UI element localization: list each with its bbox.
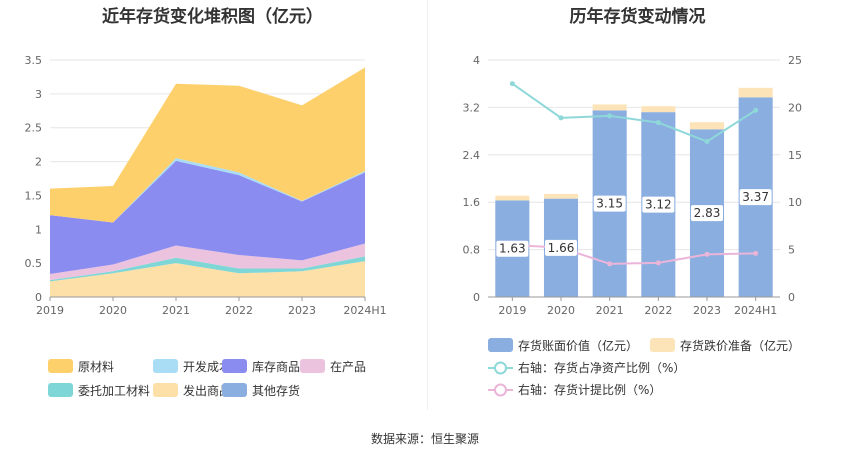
line-point-0 [655,120,661,126]
area-2 [50,243,365,281]
x-tick-label: 2019 [498,304,526,317]
area-0 [50,261,365,297]
bar-1 [543,193,579,199]
bar-1 [738,87,773,98]
line-point-0 [753,107,759,113]
x-tick-label: 2023 [693,304,721,317]
y2-tick-label: 20 [788,101,802,114]
legend-label: 库存商品 [252,359,300,374]
legend-marker [494,361,507,375]
y-tick-label: 0.8 [463,244,481,257]
legend-label: 原材料 [78,360,114,374]
bar-1 [641,106,676,113]
inventory-bar-line-chart: 0 0.8 1.6 2.4 3.2 4 0 5 10 15 20 25 1.63 1.66 3.15 3.12… [463,54,803,397]
bar-1 [495,195,530,201]
line-point-1 [753,250,759,256]
y-tick-label: 3.5 [25,54,43,67]
y-tick-label: 0.5 [25,257,43,270]
x-tick-label: 2022 [644,304,672,317]
area-5 [50,67,365,223]
left-chart-title: 近年存货变化堆积图（亿元） [102,7,323,27]
legend-label: 存货账面价值（亿元） [518,338,638,353]
legend-swatch [222,383,247,397]
legend-marker [494,383,507,397]
y2-tick-label: 5 [788,244,795,257]
y-tick-label: 2 [35,156,42,169]
legend-label: 在产品 [330,360,366,374]
legend-label: 右轴：存货占净资产比例（%） [518,360,685,375]
legend-label: 存货跌价准备（亿元） [680,338,800,353]
data-label-bg [691,205,723,222]
x-tick-label: 2021 [596,304,624,317]
data-label: 3.37 [742,190,769,204]
line-point-0 [607,113,613,119]
y2-tick-label: 10 [788,196,802,209]
line-point-0 [704,139,710,145]
data-label-bg [593,195,626,212]
y-tick-label: 1.5 [25,189,43,202]
line-0 [511,82,757,143]
y2-tick-label: 25 [788,54,802,67]
bar-1 [689,122,725,130]
legend-label: 开发成本 [183,359,231,374]
legend-swatch [153,383,178,397]
stacked-area-chart: 0 0.5 1 1.5 2 2.5 3 3.5 2019 2020 2021 2022 2023 2024… [25,54,387,398]
data-label: 2.83 [694,206,721,220]
x-tick-label: 2021 [162,304,190,317]
data-label-bg [642,196,675,213]
legend-label: 其他存货 [252,383,300,398]
legend-label: 右轴：存货计提比例（%） [518,382,661,397]
y-tick-label: 2.5 [25,122,43,135]
legend-label: 发出商品 [183,383,231,398]
line-point-0 [509,81,515,87]
line-point-1 [655,260,661,266]
legend-swatch [153,359,178,373]
y2-tick-label: 15 [788,149,802,162]
legend-swatch [488,338,513,352]
right-chart-title: 历年存货变动情况 [569,7,706,27]
x-tick-label: 2023 [288,304,316,317]
data-source: 数据来源：恒生聚源 [370,432,479,446]
area-1 [50,256,365,282]
legend-swatch [222,359,247,373]
line-point-0 [558,115,564,121]
data-label-bg [545,239,577,256]
x-tick-label: 2020 [547,304,575,317]
y-tick-label: 1 [35,223,42,236]
bar-1 [592,104,627,111]
data-label-bg [496,240,529,257]
legend-swatch [48,359,73,373]
y2-tick-label: 0 [788,291,795,304]
data-label: 1.66 [548,241,575,255]
data-label-bg [739,189,772,206]
legend-label: 委托加工材料 [78,384,150,398]
y-tick-label: 0 [35,291,42,304]
data-label: 3.15 [596,197,623,211]
y-tick-label: 3 [35,88,42,101]
x-tick-label: 2024H1 [734,304,777,317]
area-3 [50,160,365,274]
x-tick-label: 2022 [225,304,253,317]
y-tick-label: 1.6 [463,196,481,209]
x-tick-label: 2020 [99,304,127,317]
y-tick-label: 4 [473,54,480,67]
y-tick-label: 0 [473,291,480,304]
line-point-1 [704,251,710,257]
line-point-1 [607,261,613,267]
legend-swatch [48,383,73,397]
x-tick-label: 2024H1 [343,304,386,317]
data-label: 1.63 [499,242,526,256]
data-label: 3.12 [645,198,672,212]
panel-divider [427,0,428,410]
legend-swatch [650,338,675,352]
y-tick-label: 2.4 [463,149,481,162]
legend-swatch [300,359,325,373]
x-tick-label: 2019 [36,304,64,317]
area-4 [50,158,365,223]
y-tick-label: 3.2 [463,101,481,114]
